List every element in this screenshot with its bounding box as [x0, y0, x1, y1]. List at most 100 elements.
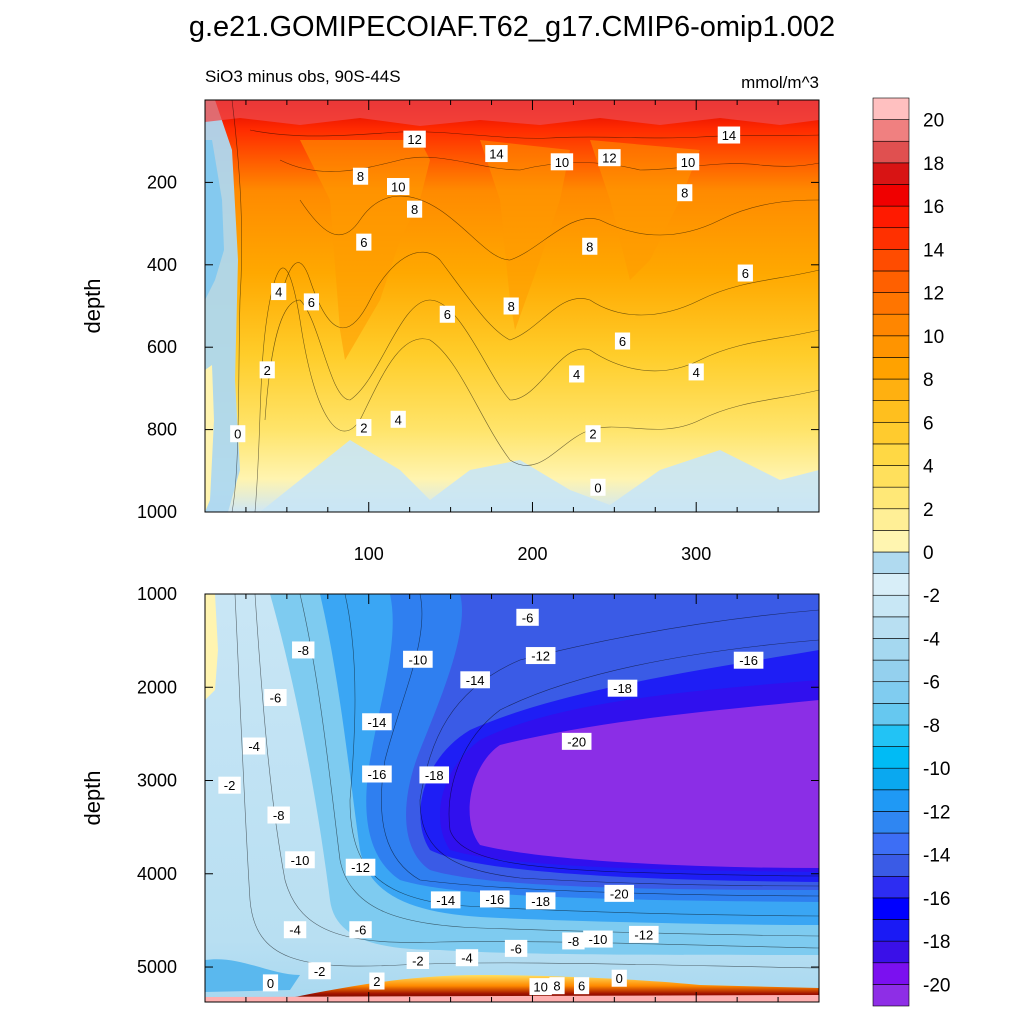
colorbar-label: -2	[923, 586, 940, 607]
contour-label-text: -14	[466, 673, 485, 688]
contour-label-bg	[585, 425, 601, 443]
upper-field	[205, 100, 819, 512]
contour-label-text: -6	[355, 923, 367, 938]
chart-subtitle-left: SiO3 minus obs, 90S-44S	[205, 67, 401, 86]
contour-label-bg	[403, 130, 426, 148]
colorbar-swatch	[872, 811, 910, 834]
contour-label-text: 2	[360, 421, 367, 436]
x-tick-label: 100	[354, 544, 384, 564]
contour-label-text: 4	[573, 367, 580, 382]
contour-label: -8	[562, 932, 585, 950]
contour-label-bg	[419, 766, 450, 784]
contour-label-text: 6	[444, 307, 451, 322]
contour-label-bg	[480, 890, 510, 908]
contour-label-bg	[230, 425, 246, 443]
y-tick-label: 1000	[137, 502, 177, 522]
contour-label-bg	[525, 647, 556, 665]
contour-label-text: 2	[373, 974, 380, 989]
contour-label: 12	[403, 130, 426, 148]
colorbar-swatch	[872, 962, 910, 985]
contour-label-bg	[283, 921, 307, 939]
contour-label: -10	[403, 650, 433, 668]
contour-label: 6	[573, 977, 590, 995]
contour-label-text: 8	[357, 169, 364, 184]
contour-label-bg	[573, 977, 590, 995]
contour-label-bg	[607, 679, 638, 697]
contour-label: 4	[688, 363, 704, 381]
contour-label-bg	[403, 650, 433, 668]
contour-label-bg	[387, 178, 410, 196]
contour-label: -18	[607, 679, 638, 697]
contour-label-text: 6	[308, 295, 315, 310]
contour-label: -6	[516, 608, 539, 626]
colorbar-label: 4	[923, 457, 934, 478]
contour-label-text: -12	[634, 927, 653, 942]
contour-label-bg	[611, 969, 627, 987]
contour-label-text: -10	[589, 932, 608, 947]
colorbar-label: 18	[923, 154, 944, 175]
contour-label-bg	[362, 765, 392, 783]
contour-label-text: -6	[510, 941, 522, 956]
contour-label: 14	[717, 126, 741, 144]
contour-label-text: 10	[555, 155, 569, 170]
contour-label-text: -2	[314, 964, 326, 979]
colorbar-swatch	[872, 984, 910, 1007]
contour-label-text: 10	[681, 155, 695, 170]
colorbar-label: 16	[923, 197, 944, 218]
contour-label-text: -10	[408, 652, 427, 667]
colorbar-swatch	[872, 530, 910, 553]
colorbar-label: 6	[923, 413, 934, 434]
colorbar-swatch	[872, 681, 910, 704]
contour-label: 4	[390, 410, 406, 428]
upper-contour-labels: 0 2 4 6 8 6 2 10 12 8 4 6 14 8 10 4 8 2 0 12 6 10 8 4 14 6	[230, 126, 753, 496]
contour-label-text: 6	[578, 979, 585, 994]
contour-label: -8	[292, 641, 315, 659]
contour-label-bg	[569, 365, 585, 383]
contour-label: 0	[590, 478, 606, 496]
colorbar-swatch	[872, 119, 910, 142]
contour-label-bg	[504, 939, 528, 957]
lower-field	[205, 594, 819, 1002]
y-tick-label: 2000	[137, 677, 177, 697]
colorbar-swatch	[872, 357, 910, 380]
colorbar-swatch	[872, 400, 910, 423]
contour-label-bg	[356, 419, 372, 437]
contour-label: 2	[585, 425, 601, 443]
contour-label: 2	[259, 361, 275, 379]
contour-label-text: 4	[275, 285, 282, 300]
contour-label-text: 14	[489, 147, 503, 162]
contour-label-text: 14	[722, 128, 736, 143]
contour-label-bg	[737, 264, 753, 282]
lower-y-axis-label: depth	[80, 770, 105, 825]
contour-label: 6	[439, 305, 455, 323]
contour-label: 10	[676, 153, 700, 171]
colorbar-swatch	[872, 205, 910, 229]
contour-label-text: 0	[594, 480, 601, 495]
colorbar-swatch	[872, 746, 910, 769]
colorbar-swatch	[872, 443, 910, 466]
contour-label-text: -16	[368, 767, 387, 782]
contour-label-bg	[406, 200, 423, 218]
contour-label: -18	[525, 892, 556, 910]
contour-label-text: 8	[508, 299, 515, 314]
contour-label-text: 0	[267, 976, 274, 991]
contour-label-text: -12	[531, 649, 550, 664]
colorbar-swatch	[872, 249, 910, 272]
contour-label: 0	[230, 425, 246, 443]
colorbar-swatch	[872, 292, 910, 315]
contour-label-text: 2	[264, 363, 271, 378]
contour-label-text: 12	[602, 151, 616, 166]
y-tick-label: 5000	[137, 957, 177, 977]
contour-label: 6	[614, 332, 631, 350]
contour-label: -14	[460, 671, 490, 689]
colorbar-label: -18	[923, 932, 950, 953]
contour-label-text: 4	[395, 412, 402, 427]
contour-label-text: -4	[461, 951, 473, 966]
x-tick-label: 300	[681, 544, 711, 564]
colorbar-swatch	[872, 573, 910, 596]
contour-label-text: 0	[616, 971, 623, 986]
contour-label-bg	[582, 237, 598, 255]
contour-label: 12	[598, 149, 621, 167]
